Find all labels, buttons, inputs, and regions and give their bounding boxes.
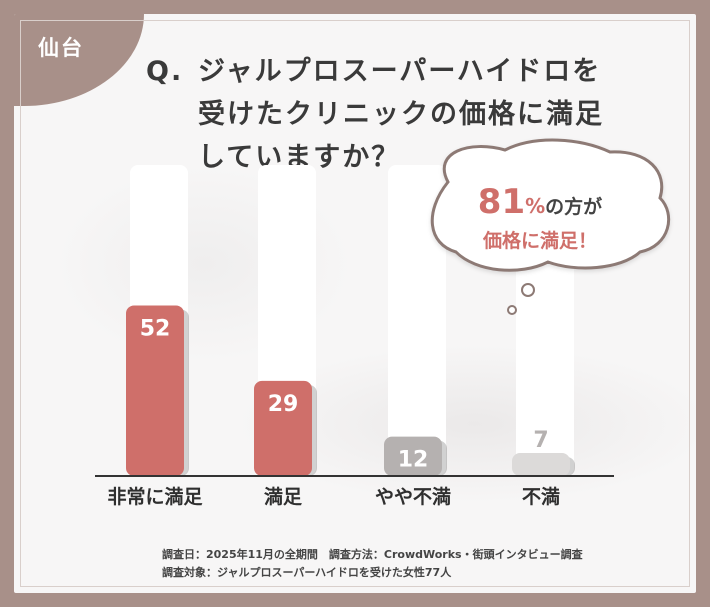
category-label: やや不満 bbox=[375, 486, 451, 508]
category-label: 満足 bbox=[264, 486, 303, 508]
category-label: 不満 bbox=[522, 486, 560, 508]
callout-bubble bbox=[430, 138, 671, 315]
footnote-line-2: 調査対象：ジャルプロスーパーハイドロを受けた女性77人 bbox=[162, 566, 452, 579]
question-line-1: ジャルプロスーパーハイドロを bbox=[198, 56, 602, 87]
data-label: 29 bbox=[268, 392, 299, 417]
bar-非常に満足 bbox=[126, 305, 184, 476]
question-line-2: 受けたクリニックの価格に満足 bbox=[198, 99, 604, 130]
region-label: 仙台 bbox=[38, 36, 84, 60]
bar-やや不満 bbox=[384, 436, 442, 476]
data-label: 7 bbox=[533, 428, 548, 453]
callout-line1-rest: の方が bbox=[545, 196, 603, 218]
footnote-line-1: 調査日：2025年11月の全期間 調査方法：CrowdWorks・街頭インタビュ… bbox=[162, 548, 583, 561]
bar-track bbox=[388, 165, 446, 476]
question-heading: Q. ジャルプロスーパーハイドロを 受けたクリニックの価格に満足 していますか？ bbox=[146, 50, 696, 179]
survey-footnote: 調査日：2025年11月の全期間 調査方法：CrowdWorks・街頭インタビュ… bbox=[162, 546, 583, 582]
callout-line2: 価格に満足！ bbox=[482, 230, 597, 252]
callout-percent: 81 bbox=[477, 182, 526, 222]
data-label: 12 bbox=[398, 448, 429, 473]
callout-percent-suffix: % bbox=[525, 194, 546, 218]
bar-満足 bbox=[254, 380, 312, 476]
data-label: 52 bbox=[140, 316, 171, 341]
question-prefix: Q. bbox=[146, 56, 184, 87]
callout-text: 81%の方が 価格に満足！ bbox=[445, 182, 635, 253]
bar-不満 bbox=[512, 453, 570, 476]
category-label: 非常に満足 bbox=[107, 485, 203, 508]
